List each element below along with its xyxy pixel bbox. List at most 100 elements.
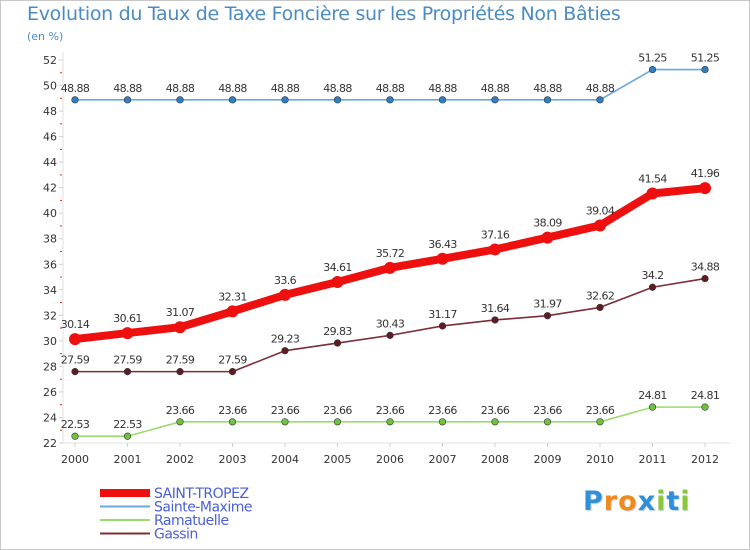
data-point-sainte-maxime <box>71 96 79 104</box>
data-label-saint-tropez: 30.61 <box>113 312 142 325</box>
data-point-gassin <box>386 331 394 339</box>
y-tick-label: 52 <box>43 54 57 67</box>
logo-letter: o <box>618 486 638 517</box>
data-point-gassin <box>281 347 289 355</box>
data-point-gassin <box>701 274 709 283</box>
data-label-sainte-maxime: 48.88 <box>428 82 457 95</box>
data-label-ramatuelle: 23.66 <box>533 404 562 417</box>
data-label-ramatuelle: 23.66 <box>218 404 247 417</box>
data-point-ramatuelle <box>701 403 709 411</box>
data-label-sainte-maxime: 51.25 <box>638 52 667 65</box>
logo-letter: P <box>583 486 604 517</box>
data-label-gassin: 27.59 <box>61 354 90 367</box>
data-point-sainte-maxime <box>701 65 709 74</box>
data-point-sainte-maxime <box>333 96 342 104</box>
data-point-gassin <box>228 368 237 376</box>
data-label-gassin: 27.59 <box>166 354 195 367</box>
y-tick-label: 26 <box>43 386 57 399</box>
data-point-ramatuelle <box>543 418 552 426</box>
data-point-ramatuelle <box>648 403 657 411</box>
data-label-sainte-maxime: 48.88 <box>323 82 352 95</box>
y-axis-unit-label: (en %) <box>27 30 64 43</box>
data-label-saint-tropez: 34.61 <box>323 261 352 274</box>
data-label-gassin: 31.17 <box>428 308 457 321</box>
y-tick-label: 24 <box>43 411 57 424</box>
data-label-ramatuelle: 23.66 <box>323 404 352 417</box>
data-labels-layer: 48.88 48.88 48.88 48.88 48.88 48.88 48.88 48.88… <box>61 52 721 432</box>
data-point-sainte-maxime <box>438 96 447 104</box>
chart-title: Evolution du Taux de Taxe Foncière sur l… <box>27 3 621 25</box>
data-point-saint-tropez <box>436 252 449 265</box>
data-point-sainte-maxime <box>281 96 289 104</box>
data-point-ramatuelle <box>438 418 447 426</box>
data-point-saint-tropez <box>541 231 554 244</box>
data-label-sainte-maxime: 48.88 <box>586 82 615 95</box>
legend-label-ramatuelle: Ramatuelle <box>154 513 229 529</box>
data-label-saint-tropez: 36.43 <box>428 238 457 251</box>
y-tick-label: 46 <box>43 131 57 144</box>
x-tick-label: 2004 <box>271 453 299 466</box>
data-label-gassin: 29.83 <box>323 325 352 338</box>
data-point-gassin <box>648 283 657 291</box>
logo-letter: t <box>666 486 681 517</box>
y-tick-label: 30 <box>43 335 57 348</box>
data-point-sainte-maxime <box>491 96 499 104</box>
data-label-saint-tropez: 38.09 <box>533 217 562 230</box>
y-tick-label: 42 <box>43 182 57 195</box>
legend-label-saint-tropez: SAINT-TROPEZ <box>154 486 249 502</box>
logo-letter: x <box>637 486 657 517</box>
data-point-sainte-maxime <box>386 96 394 104</box>
data-label-saint-tropez: 41.54 <box>638 173 667 186</box>
data-label-sainte-maxime: 51.25 <box>691 52 720 65</box>
data-label-ramatuelle: 23.66 <box>271 404 300 417</box>
data-point-ramatuelle <box>386 418 394 426</box>
data-label-sainte-maxime: 48.88 <box>271 82 300 95</box>
y-tick-label: 38 <box>43 233 57 246</box>
data-label-gassin: 31.64 <box>481 302 510 315</box>
data-point-sainte-maxime <box>596 96 604 104</box>
data-point-gassin <box>71 368 79 376</box>
data-label-saint-tropez: 39.04 <box>586 204 615 217</box>
data-point-ramatuelle <box>176 418 184 426</box>
data-label-ramatuelle: 23.66 <box>586 404 615 417</box>
x-tick-label: 2006 <box>376 453 404 466</box>
y-tick-label: 34 <box>43 284 57 297</box>
data-label-sainte-maxime: 48.88 <box>218 82 247 95</box>
data-point-sainte-maxime <box>176 96 184 104</box>
data-point-sainte-maxime <box>123 96 132 104</box>
data-label-ramatuelle: 23.66 <box>376 404 405 417</box>
proxiti-logo: Proxiti <box>583 486 691 517</box>
data-point-ramatuelle <box>281 418 289 426</box>
x-tick-label: 2000 <box>61 453 89 466</box>
y-tick-label: 50 <box>43 80 57 93</box>
legend-label-gassin: Gassin <box>154 527 198 543</box>
y-tick-label: 40 <box>43 207 57 220</box>
data-label-gassin: 27.59 <box>113 354 142 367</box>
data-point-saint-tropez <box>174 321 186 334</box>
y-tick-label: 22 <box>43 437 57 450</box>
x-tick-label: 2010 <box>586 453 614 466</box>
data-label-ramatuelle: 23.66 <box>428 404 457 417</box>
data-label-saint-tropez: 31.07 <box>166 306 195 319</box>
data-point-saint-tropez <box>331 276 344 289</box>
data-point-saint-tropez <box>384 261 396 274</box>
logo-letter: i <box>680 486 691 517</box>
x-tick-label: 2009 <box>534 453 562 466</box>
data-point-ramatuelle <box>491 418 499 426</box>
y-tick-label: 28 <box>43 360 57 373</box>
y-tick-label: 48 <box>43 105 57 118</box>
data-point-saint-tropez <box>279 288 291 301</box>
data-label-saint-tropez: 41.96 <box>691 167 720 180</box>
data-label-gassin: 27.59 <box>218 354 247 367</box>
data-label-sainte-maxime: 48.88 <box>376 82 405 95</box>
data-label-ramatuelle: 24.81 <box>638 389 667 402</box>
data-label-ramatuelle: 22.53 <box>113 418 142 431</box>
x-tick-label: 2002 <box>166 453 194 466</box>
x-tick-label: 2001 <box>114 453 142 466</box>
data-label-ramatuelle: 23.66 <box>166 404 195 417</box>
data-point-saint-tropez <box>69 333 81 346</box>
logo-letter: r <box>603 486 619 517</box>
data-label-saint-tropez: 32.31 <box>218 290 247 303</box>
data-label-gassin: 32.62 <box>586 289 615 302</box>
data-point-saint-tropez <box>699 182 711 195</box>
